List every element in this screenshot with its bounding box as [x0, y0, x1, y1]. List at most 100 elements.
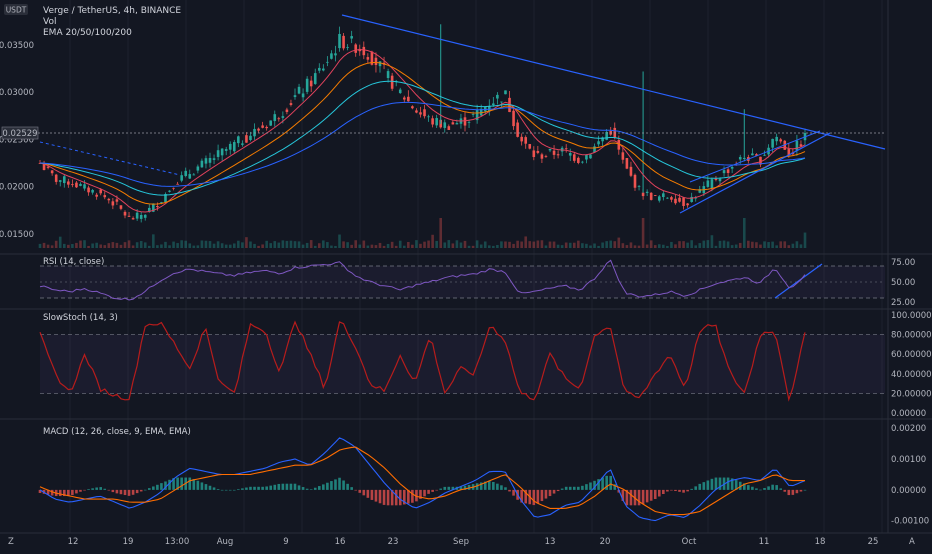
candle-body[interactable] [107, 198, 111, 201]
candle-body[interactable] [718, 178, 722, 182]
candle-body[interactable] [261, 125, 264, 128]
rsi-pane[interactable] [39, 259, 806, 301]
candle-body[interactable] [103, 195, 107, 198]
candle-body[interactable] [180, 175, 183, 181]
candle-body[interactable] [487, 105, 491, 112]
candle-body[interactable] [58, 180, 62, 182]
candle-body[interactable] [581, 161, 584, 163]
candle-body[interactable] [131, 218, 135, 220]
ema-label[interactable]: EMA 20/50/100/200 [43, 28, 132, 38]
candle-body[interactable] [759, 156, 762, 165]
candle-body[interactable] [763, 154, 766, 156]
candle-body[interactable] [787, 149, 791, 156]
rsi-title[interactable]: RSI (14, close) [43, 257, 104, 267]
candle-body[interactable] [407, 96, 410, 102]
ascending-trendline-upper[interactable] [689, 130, 821, 183]
candle-body[interactable] [208, 157, 212, 163]
candle-body[interactable] [795, 140, 799, 151]
candle-body[interactable] [597, 141, 600, 145]
candle-body[interactable] [297, 86, 301, 94]
candle-body[interactable] [613, 127, 617, 138]
candle-body[interactable] [479, 108, 483, 116]
candle-body[interactable] [232, 142, 236, 152]
candle-body[interactable] [694, 197, 698, 199]
pane-separators[interactable] [0, 0, 932, 534]
candle-body[interactable] [257, 128, 260, 131]
candle-body[interactable] [572, 154, 576, 161]
candle-body[interactable] [666, 197, 669, 199]
candle-body[interactable] [354, 44, 358, 53]
chart-legend[interactable]: USDT Verge / TetherUS, 4h, BINANCE Vol E… [4, 4, 181, 38]
stoch-pane[interactable] [39, 320, 806, 402]
candle-body[interactable] [443, 122, 447, 128]
candle-body[interactable] [536, 150, 540, 153]
candle-body[interactable] [265, 126, 268, 129]
candle-body[interactable] [54, 174, 58, 182]
candle-body[interactable] [245, 135, 248, 143]
candle-body[interactable] [204, 158, 208, 164]
candle-body[interactable] [755, 154, 758, 156]
candle-body[interactable] [730, 166, 734, 169]
candle-body[interactable] [540, 154, 544, 159]
candle-body[interactable] [775, 136, 778, 142]
candle-body[interactable] [143, 214, 147, 218]
candle-body[interactable] [605, 131, 608, 140]
candle-body[interactable] [277, 118, 281, 120]
candle-body[interactable] [334, 53, 337, 56]
candle-body[interactable] [374, 57, 378, 66]
rsi-trendline[interactable] [774, 263, 823, 299]
candle-body[interactable] [135, 212, 139, 219]
timezone-icon[interactable]: Z [8, 537, 14, 547]
candle-body[interactable] [228, 143, 232, 150]
candle-body[interactable] [293, 95, 297, 98]
candle-body[interactable] [637, 185, 641, 187]
candle-body[interactable] [338, 33, 341, 49]
candle-body[interactable] [722, 170, 726, 174]
candle-body[interactable] [342, 35, 345, 49]
candle-body[interactable] [152, 203, 155, 212]
candle-body[interactable] [46, 166, 50, 168]
candle-body[interactable] [415, 110, 418, 113]
candle-body[interactable] [467, 121, 471, 123]
candle-body[interactable] [75, 182, 78, 188]
candle-body[interactable] [682, 197, 685, 206]
candle-body[interactable] [305, 78, 309, 92]
price-axis-left[interactable]: 0.01500 0.02000 0.02500 0.03000 0.03500 [0, 41, 34, 240]
trend-lines[interactable] [39, 14, 886, 299]
candle-body[interactable] [564, 148, 568, 150]
candle-body[interactable] [435, 118, 438, 126]
candle-body[interactable] [528, 144, 532, 149]
candle-body[interactable] [653, 195, 657, 196]
candle-body[interactable] [115, 199, 119, 202]
candle-body[interactable] [224, 149, 228, 151]
candle-body[interactable] [216, 150, 220, 157]
candle-body[interactable] [516, 122, 519, 137]
candle-body[interactable] [556, 154, 560, 156]
candle-body[interactable] [241, 143, 244, 145]
candle-body[interactable] [200, 160, 204, 168]
auto-scale-icon[interactable]: A [909, 537, 915, 547]
candle-body[interactable] [390, 75, 394, 89]
candle-body[interactable] [726, 169, 730, 173]
candle-body[interactable] [147, 207, 151, 212]
candle-body[interactable] [670, 197, 673, 200]
candle-body[interactable] [370, 51, 374, 65]
candle-body[interactable] [552, 150, 556, 155]
candle-body[interactable] [678, 197, 681, 202]
candle-body[interactable] [67, 181, 70, 185]
candle-body[interactable] [127, 215, 131, 217]
candle-body[interactable] [629, 166, 633, 176]
candle-body[interactable] [577, 157, 580, 163]
candle-body[interactable] [156, 206, 159, 208]
candle-body[interactable] [71, 184, 74, 186]
candle-body[interactable] [95, 194, 98, 197]
candle-body[interactable] [674, 198, 677, 204]
candle-body[interactable] [309, 80, 313, 87]
candle-body[interactable] [589, 154, 592, 159]
candle-body[interactable] [281, 116, 285, 118]
candle-body[interactable] [585, 154, 588, 160]
candle-body[interactable] [686, 203, 689, 206]
candle-body[interactable] [398, 89, 402, 94]
